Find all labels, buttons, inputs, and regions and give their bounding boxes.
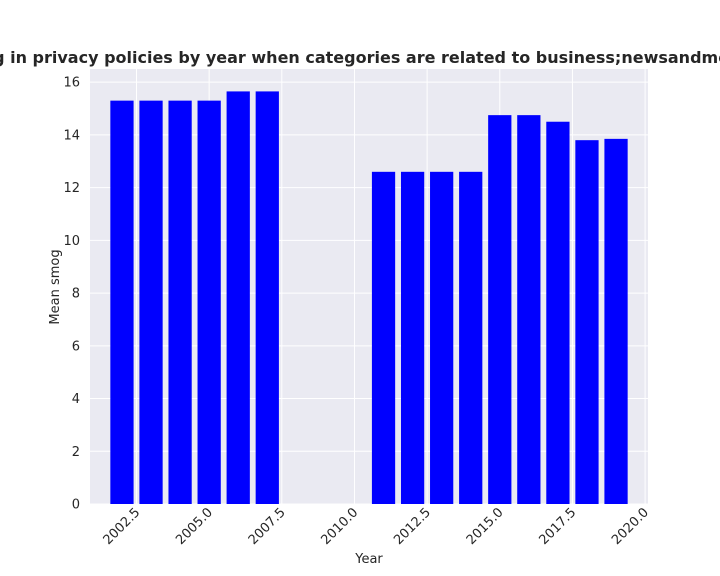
y-tick-label: 14 bbox=[63, 128, 80, 143]
x-axis-label: Year bbox=[354, 552, 383, 567]
y-tick-label: 4 bbox=[72, 392, 80, 407]
bar-2015 bbox=[488, 115, 512, 505]
x-tick-label: 2015.0 bbox=[464, 505, 507, 548]
y-tick-label: 16 bbox=[63, 76, 80, 91]
bar-2012 bbox=[400, 171, 425, 504]
bar-2018 bbox=[575, 140, 599, 504]
bar-2005 bbox=[197, 100, 221, 505]
bar-2016 bbox=[517, 115, 541, 505]
y-tick-label: 6 bbox=[72, 339, 80, 354]
bar-2017 bbox=[546, 121, 570, 505]
x-tick-label: 2012.5 bbox=[391, 505, 434, 548]
x-tick-label: 2010.0 bbox=[319, 505, 362, 548]
y-tick-label: 2 bbox=[72, 445, 80, 460]
bar-2019 bbox=[604, 138, 628, 504]
y-axis-label: Mean smog bbox=[48, 249, 63, 324]
x-tick-label: 2020.0 bbox=[609, 505, 652, 548]
bar-2002 bbox=[110, 100, 134, 505]
x-tick-label: 2007.5 bbox=[246, 505, 289, 548]
bar-2004 bbox=[168, 100, 192, 505]
bar-2006 bbox=[226, 91, 250, 504]
y-tick-label: 10 bbox=[63, 234, 80, 249]
chart-title: Mean smog in privacy policies by year wh… bbox=[0, 48, 720, 67]
y-tick-label: 0 bbox=[72, 498, 80, 513]
bar-2007 bbox=[255, 91, 279, 504]
y-tick-label: 12 bbox=[63, 181, 80, 196]
x-tick-label: 2002.5 bbox=[101, 505, 144, 548]
bar-2014 bbox=[459, 171, 483, 504]
y-tick-label: 8 bbox=[72, 287, 80, 302]
x-tick-label: 2017.5 bbox=[536, 505, 579, 548]
bar-2013 bbox=[430, 171, 454, 504]
bar-2003 bbox=[139, 100, 163, 505]
x-tick-label: 2005.0 bbox=[173, 505, 216, 548]
bars bbox=[110, 91, 628, 505]
x-tick-labels: 2002.5 2005.0 2007.5 2010.0 2012.5 2015.0 2017… bbox=[101, 505, 652, 548]
bar-2011 bbox=[371, 171, 396, 504]
y-tick-labels: 0 2 4 6 8 10 12 14 16 bbox=[63, 76, 80, 513]
